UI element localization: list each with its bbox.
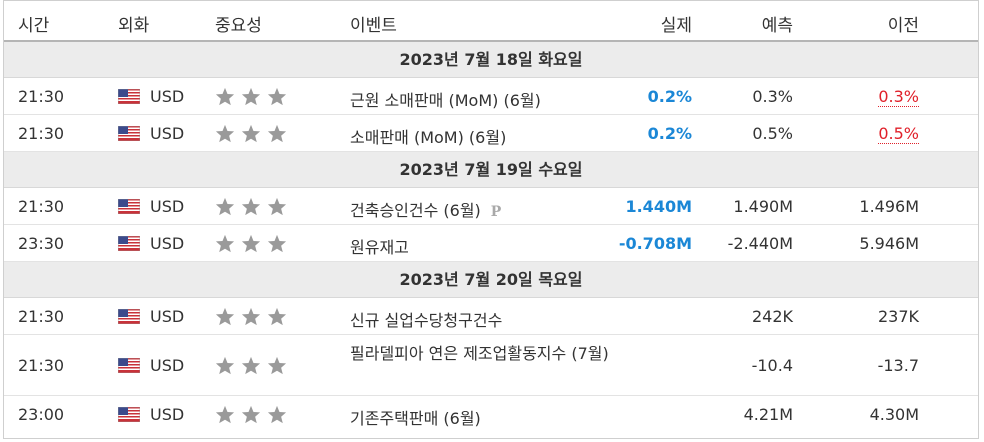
- star-icon: [241, 307, 261, 326]
- currency-code: USD: [150, 124, 185, 143]
- star-icon: [241, 197, 261, 216]
- star-icon: [267, 197, 287, 216]
- event-time: 21:30: [18, 356, 65, 375]
- us-flag-icon: [118, 89, 140, 104]
- event-link[interactable]: 필라델피아 연은 제조업활동지수 (7월): [350, 344, 609, 363]
- importance-stars: [215, 234, 287, 253]
- header-importance: 중요성: [215, 16, 262, 36]
- star-icon: [241, 405, 261, 424]
- importance-stars: [215, 307, 287, 326]
- us-flag-icon: [118, 309, 140, 324]
- currency-code: USD: [150, 197, 185, 216]
- star-icon: [241, 87, 261, 106]
- currency-code: USD: [150, 307, 185, 326]
- table-row[interactable]: 21:30 USD 건축승인건수 (6월) P 1.440M 1.490M 1.4…: [4, 188, 978, 225]
- star-icon: [215, 405, 235, 424]
- actual-value: 0.2%: [647, 87, 692, 106]
- importance-stars: [215, 124, 287, 143]
- table-row[interactable]: 21:30 USD 근원 소매판매 (MoM) (6월) 0.2% 0.3% 0…: [4, 78, 978, 115]
- star-icon: [241, 234, 261, 253]
- forecast-value: 1.490M: [733, 197, 793, 216]
- star-icon: [241, 356, 261, 375]
- star-icon: [267, 87, 287, 106]
- event-time: 21:30: [18, 124, 65, 143]
- event-time: 23:30: [18, 234, 65, 253]
- star-icon: [215, 307, 235, 326]
- forecast-value: 0.3%: [752, 87, 793, 106]
- header-previous: 이전: [887, 16, 919, 36]
- event-time: 21:30: [18, 87, 65, 106]
- star-icon: [215, 234, 235, 253]
- currency-code: USD: [150, 87, 185, 106]
- previous-value: 237K: [877, 307, 919, 326]
- forecast-value: -10.4: [751, 356, 793, 375]
- event-link[interactable]: 신규 실업수당청구건수: [350, 311, 503, 330]
- table-row[interactable]: 21:30 USD 필라델피아 연은 제조업활동지수 (7월) -10.4 -1…: [4, 335, 978, 396]
- table-row[interactable]: 23:00 USD 기존주택판매 (6월) 4.21M 4.30M: [4, 396, 978, 433]
- forecast-value: 242K: [751, 307, 793, 326]
- event-link[interactable]: 건축승인건수 (6월): [350, 201, 481, 220]
- star-icon: [241, 124, 261, 143]
- table-header: 시간 외화 중요성 이벤트 실제 예측 이전: [4, 1, 978, 42]
- day-header: 2023년 7월 20일 목요일: [4, 262, 978, 298]
- event-link[interactable]: 근원 소매판매 (MoM) (6월): [350, 91, 541, 110]
- star-icon: [267, 124, 287, 143]
- star-icon: [267, 356, 287, 375]
- currency-code: USD: [150, 234, 185, 253]
- preliminary-badge: P: [490, 204, 502, 220]
- economic-calendar-table: 시간 외화 중요성 이벤트 실제 예측 이전 2023년 7월 18일 화요일 …: [3, 0, 979, 439]
- previous-value-revised[interactable]: 0.3%: [878, 87, 919, 107]
- event-time: 21:30: [18, 307, 65, 326]
- importance-stars: [215, 405, 287, 424]
- header-forecast: 예측: [761, 16, 793, 36]
- header-event: 이벤트: [350, 16, 397, 36]
- forecast-value: 4.21M: [743, 405, 793, 424]
- previous-value: 5.946M: [859, 234, 919, 253]
- actual-value: -0.708M: [618, 234, 692, 253]
- table-row[interactable]: 23:30 USD 원유재고 -0.708M -2.440M 5.946M: [4, 225, 978, 262]
- star-icon: [215, 87, 235, 106]
- us-flag-icon: [118, 358, 140, 373]
- table-row[interactable]: 21:30 USD 신규 실업수당청구건수 242K 237K: [4, 298, 978, 335]
- previous-value: -13.7: [877, 356, 919, 375]
- currency-code: USD: [150, 356, 185, 375]
- star-icon: [215, 124, 235, 143]
- importance-stars: [215, 356, 287, 375]
- event-link[interactable]: 기존주택판매 (6월): [350, 409, 481, 428]
- event-time: 21:30: [18, 197, 65, 216]
- star-icon: [215, 197, 235, 216]
- event-link[interactable]: 원유재고: [350, 238, 409, 257]
- actual-value: 0.2%: [647, 124, 692, 143]
- day-header: 2023년 7월 19일 수요일: [4, 152, 978, 188]
- star-icon: [267, 405, 287, 424]
- us-flag-icon: [118, 199, 140, 214]
- us-flag-icon: [118, 236, 140, 251]
- table-row[interactable]: 21:30 USD 소매판매 (MoM) (6월) 0.2% 0.5% 0.5%: [4, 115, 978, 152]
- event-cell: 건축승인건수 (6월) P: [350, 197, 501, 221]
- header-time: 시간: [18, 16, 50, 36]
- forecast-value: -2.440M: [727, 234, 793, 253]
- actual-value: 1.440M: [625, 197, 692, 216]
- us-flag-icon: [118, 126, 140, 141]
- us-flag-icon: [118, 407, 140, 422]
- importance-stars: [215, 87, 287, 106]
- star-icon: [267, 307, 287, 326]
- event-time: 23:00: [18, 405, 65, 424]
- currency-code: USD: [150, 405, 185, 424]
- day-header: 2023년 7월 18일 화요일: [4, 42, 978, 78]
- star-icon: [267, 234, 287, 253]
- previous-value: 1.496M: [859, 197, 919, 216]
- forecast-value: 0.5%: [752, 124, 793, 143]
- previous-value: 4.30M: [869, 405, 919, 424]
- event-link[interactable]: 소매판매 (MoM) (6월): [350, 128, 507, 147]
- header-actual: 실제: [660, 16, 692, 36]
- star-icon: [215, 356, 235, 375]
- previous-value-revised[interactable]: 0.5%: [878, 124, 919, 144]
- header-currency: 외화: [118, 16, 150, 36]
- importance-stars: [215, 197, 287, 216]
